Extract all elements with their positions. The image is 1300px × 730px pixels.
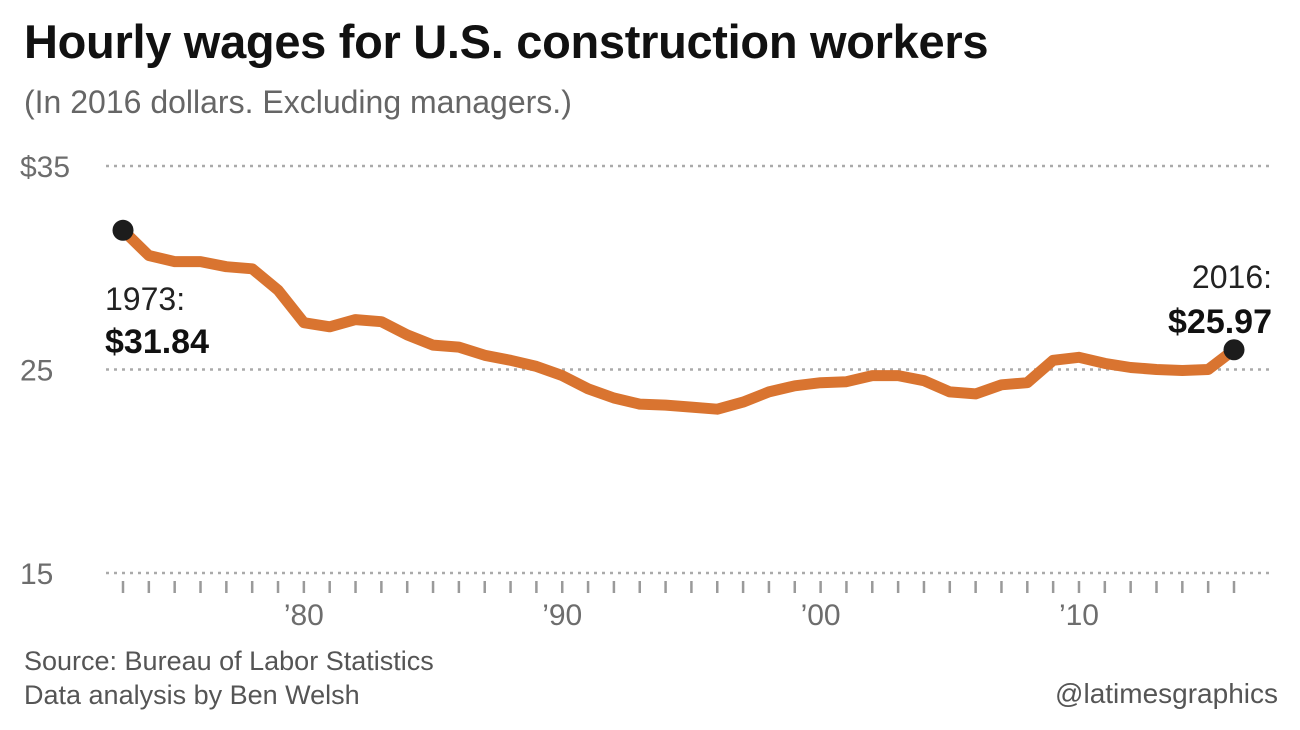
series-layer (117, 224, 1240, 415)
x-tick-label: ’90 (542, 599, 582, 632)
annotations: 1973: $31.84 2016: $25.97 (105, 219, 1272, 361)
annotation-value-label: $25.97 (1168, 303, 1272, 341)
x-tick-label: ’10 (1059, 599, 1099, 632)
y-tick-label: 25 (20, 355, 53, 388)
annotation-year-label: 1973: (105, 281, 185, 317)
y-axis-labels: $35 25 15 (20, 151, 70, 591)
chart-title: Hourly wages for U.S. construction worke… (24, 15, 989, 68)
x-tick-label: ’00 (801, 599, 841, 632)
wage-line (117, 224, 1240, 415)
endpoint-marker (1223, 339, 1245, 361)
credit-handle: @latimesgraphics (1055, 678, 1278, 709)
y-tick-label: 15 (20, 558, 53, 591)
x-axis: ’80 ’90 ’00 ’10 (121, 581, 1236, 632)
annotation-value-label: $31.84 (105, 323, 209, 361)
endpoint-marker (112, 219, 134, 241)
grid-lines (106, 164, 1270, 575)
y-tick-label: $35 (20, 151, 70, 184)
x-tick-label: ’80 (284, 599, 324, 632)
chart-subtitle: (In 2016 dollars. Excluding managers.) (24, 84, 572, 120)
source-note: Source: Bureau of Labor Statistics (24, 646, 434, 676)
annotation-year-label: 2016: (1192, 259, 1272, 295)
analysis-note: Data analysis by Ben Welsh (24, 680, 360, 710)
